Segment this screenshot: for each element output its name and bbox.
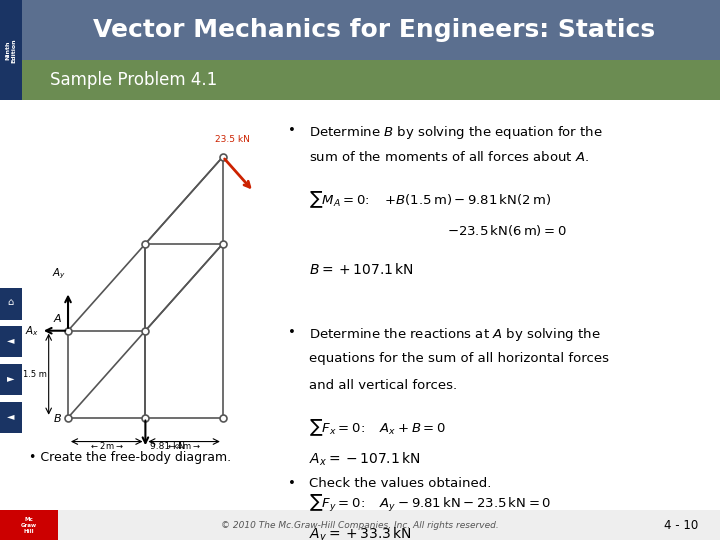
Text: •: • (288, 477, 296, 490)
Text: 9.81 kN: 9.81 kN (150, 442, 185, 450)
Text: $B$: $B$ (53, 411, 62, 424)
Text: 1.5 m: 1.5 m (23, 370, 47, 379)
Text: sum of the moments of all forces about $A$.: sum of the moments of all forces about $… (309, 150, 589, 164)
Text: equations for the sum of all horizontal forces: equations for the sum of all horizontal … (309, 352, 609, 365)
Text: $A_y$: $A_y$ (52, 267, 66, 281)
Bar (0, 288, 22, 320)
Text: • Create the free-body diagram.: • Create the free-body diagram. (29, 451, 231, 464)
Text: Ninth
Edition: Ninth Edition (5, 38, 16, 63)
Bar (0, 402, 22, 433)
Bar (0, 364, 22, 395)
Text: $\leftarrow 4\,\mathrm{m}\rightarrow$: $\leftarrow 4\,\mathrm{m}\rightarrow$ (166, 440, 202, 451)
Bar (0, 510, 58, 540)
Text: Sample Problem 4.1: Sample Problem 4.1 (50, 71, 217, 90)
Text: Determine the reactions at $A$ by solving the: Determine the reactions at $A$ by solvin… (309, 326, 600, 343)
Text: ⌂: ⌂ (8, 298, 14, 307)
Text: 4 - 10: 4 - 10 (664, 519, 698, 532)
Text: $\sum F_x = 0\!:$   $A_x + B = 0$: $\sum F_x = 0\!:$ $A_x + B = 0$ (309, 417, 446, 438)
Text: $\leftarrow 2\,\mathrm{m}\rightarrow$: $\leftarrow 2\,\mathrm{m}\rightarrow$ (89, 440, 125, 451)
Text: ◄: ◄ (7, 335, 14, 345)
Text: and all vertical forces.: and all vertical forces. (309, 379, 457, 392)
Text: Check the values obtained.: Check the values obtained. (309, 477, 491, 490)
Text: ◄: ◄ (7, 411, 14, 421)
Text: ►: ► (7, 373, 14, 383)
Text: $\sum M_A = 0\!:$   $+B(1.5\,\mathrm{m})-9.81\,\mathrm{kN}(2\,\mathrm{m})$: $\sum M_A = 0\!:$ $+B(1.5\,\mathrm{m})-9… (309, 190, 551, 211)
Text: Mc
Graw
Hill: Mc Graw Hill (21, 517, 37, 534)
Text: © 2010 The Mc.Graw-Hill Companies, Inc. All rights reserved.: © 2010 The Mc.Graw-Hill Companies, Inc. … (221, 521, 499, 530)
Bar (0, 0, 22, 100)
Text: •: • (288, 326, 296, 339)
Text: 23.5 kN: 23.5 kN (215, 134, 250, 144)
Text: $\sum F_y = 0\!:$   $A_y - 9.81\,\mathrm{kN} - 23.5\,\mathrm{kN} = 0$: $\sum F_y = 0\!:$ $A_y - 9.81\,\mathrm{k… (309, 493, 551, 514)
Bar (0, 60, 720, 100)
Bar (0, 0, 720, 60)
Text: Determine $B$ by solving the equation for the: Determine $B$ by solving the equation fo… (309, 124, 603, 140)
Text: Vector Mechanics for Engineers: Statics: Vector Mechanics for Engineers: Statics (94, 18, 655, 42)
Text: $A_y = +33.3\,\mathrm{kN}$: $A_y = +33.3\,\mathrm{kN}$ (309, 526, 412, 540)
Text: $A_x$: $A_x$ (25, 324, 39, 338)
Bar (0, 326, 22, 357)
Text: $-23.5\,\mathrm{kN}(6\,\mathrm{m})=0$: $-23.5\,\mathrm{kN}(6\,\mathrm{m})=0$ (446, 222, 567, 238)
Text: •: • (288, 124, 296, 137)
Text: $A$: $A$ (53, 312, 62, 324)
Text: $A_x = -107.1\,\mathrm{kN}$: $A_x = -107.1\,\mathrm{kN}$ (309, 450, 420, 468)
Bar (0, 510, 720, 540)
Text: $B = +107.1\,\mathrm{kN}$: $B = +107.1\,\mathrm{kN}$ (309, 261, 413, 276)
